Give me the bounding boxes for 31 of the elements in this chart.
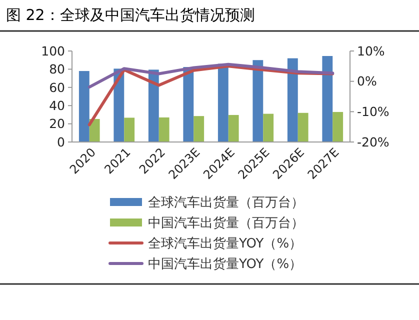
y2-tick-label: -20% xyxy=(357,134,390,150)
y2-tick-label: 0% xyxy=(357,74,377,89)
bar xyxy=(148,70,159,142)
bar xyxy=(228,114,239,142)
bar xyxy=(124,118,135,142)
legend-label: 全球汽车出货量（百万台） xyxy=(148,196,304,211)
bar xyxy=(78,71,90,142)
y-tick-label: 60 xyxy=(49,80,66,95)
bar xyxy=(332,112,344,142)
bar xyxy=(287,58,298,142)
bar xyxy=(322,56,333,142)
y-tick-label: 80 xyxy=(49,62,66,77)
bar xyxy=(252,60,264,142)
legend-label: 全球汽车出货量YOY（%） xyxy=(148,236,302,252)
bar xyxy=(183,67,194,142)
legend-label: 中国汽车出货量（百万台） xyxy=(148,216,304,232)
line-series xyxy=(88,62,334,89)
bar xyxy=(218,64,228,142)
legend-label: 中国汽车出货量YOY（%） xyxy=(148,257,302,272)
y2-tick-label: -10% xyxy=(357,104,390,120)
bar xyxy=(298,112,308,142)
y-tick-label: 0 xyxy=(57,134,66,150)
chart-title: 图 22：全球及中国汽车出货情况预测 xyxy=(6,6,255,24)
y-tick-label: 20 xyxy=(49,116,66,132)
bar xyxy=(89,118,100,142)
y-tick-label: 100 xyxy=(41,43,66,58)
bar xyxy=(194,116,204,142)
y2-tick-label: 10% xyxy=(357,43,385,58)
y-tick-label: 40 xyxy=(49,98,66,113)
bar xyxy=(263,114,274,142)
bar xyxy=(158,117,170,142)
